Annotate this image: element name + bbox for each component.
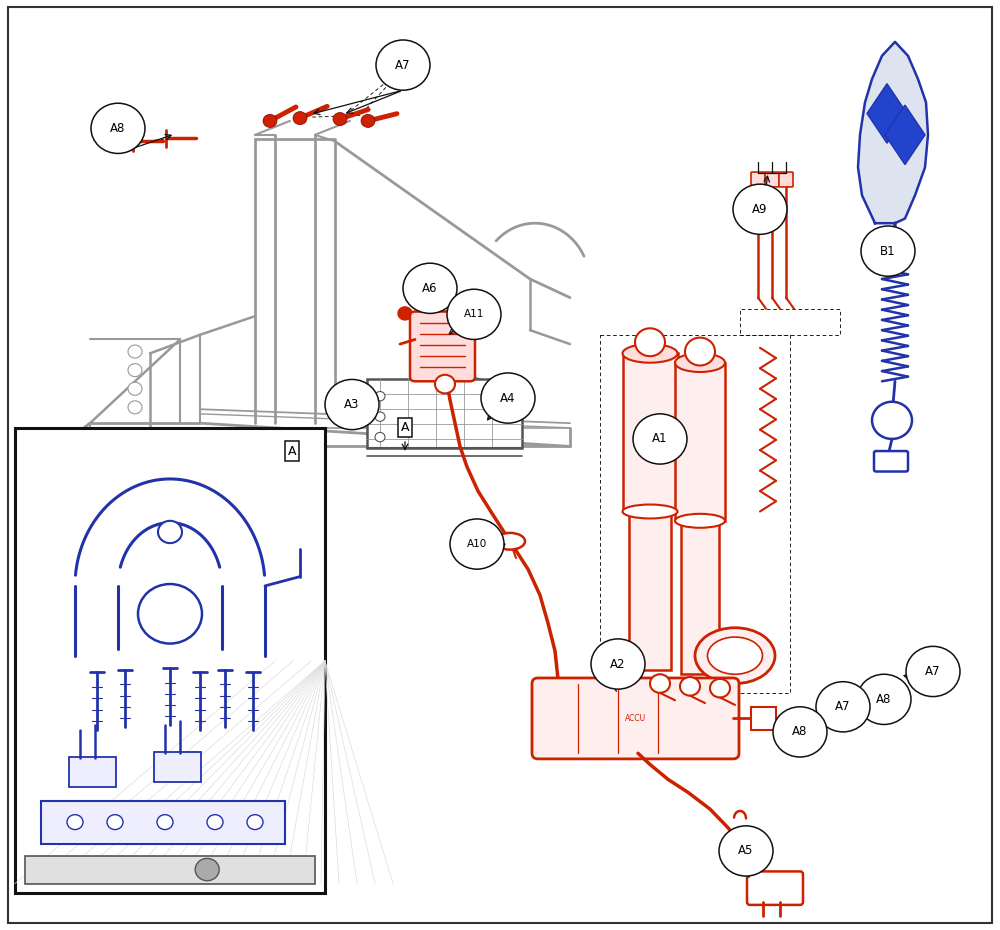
Circle shape xyxy=(710,679,730,698)
Circle shape xyxy=(906,646,960,697)
Circle shape xyxy=(128,364,142,377)
Circle shape xyxy=(247,815,263,830)
Text: A5: A5 xyxy=(738,844,754,857)
Circle shape xyxy=(591,639,645,689)
Circle shape xyxy=(680,677,700,696)
Ellipse shape xyxy=(495,533,525,550)
Polygon shape xyxy=(867,84,907,143)
FancyBboxPatch shape xyxy=(779,172,793,187)
Ellipse shape xyxy=(695,628,775,684)
Circle shape xyxy=(857,674,911,724)
Circle shape xyxy=(816,682,870,732)
FancyBboxPatch shape xyxy=(629,512,671,670)
FancyBboxPatch shape xyxy=(622,353,678,512)
FancyBboxPatch shape xyxy=(69,757,116,787)
Text: A: A xyxy=(288,445,296,458)
Circle shape xyxy=(685,338,715,365)
Circle shape xyxy=(375,432,385,442)
Circle shape xyxy=(325,379,379,430)
Circle shape xyxy=(633,414,687,464)
Circle shape xyxy=(158,521,182,543)
Text: A4: A4 xyxy=(500,392,516,405)
Circle shape xyxy=(481,373,535,423)
Circle shape xyxy=(635,328,665,356)
FancyBboxPatch shape xyxy=(15,428,325,893)
Circle shape xyxy=(263,114,277,127)
Circle shape xyxy=(91,103,145,153)
Circle shape xyxy=(138,584,202,644)
Circle shape xyxy=(376,40,430,90)
FancyBboxPatch shape xyxy=(367,379,522,448)
Polygon shape xyxy=(885,105,925,165)
Circle shape xyxy=(773,707,827,757)
Circle shape xyxy=(450,519,504,569)
FancyBboxPatch shape xyxy=(765,172,779,187)
Text: A7: A7 xyxy=(835,700,851,713)
Circle shape xyxy=(128,382,142,395)
Text: A9: A9 xyxy=(752,203,768,216)
FancyBboxPatch shape xyxy=(25,856,315,884)
Text: A1: A1 xyxy=(652,432,668,445)
Circle shape xyxy=(361,114,375,127)
Text: B1: B1 xyxy=(880,245,896,258)
Text: A6: A6 xyxy=(422,282,438,295)
FancyBboxPatch shape xyxy=(410,312,475,381)
Circle shape xyxy=(403,263,457,313)
Ellipse shape xyxy=(622,504,678,519)
Circle shape xyxy=(861,226,915,276)
Circle shape xyxy=(128,345,142,358)
Text: A11: A11 xyxy=(464,310,484,319)
Circle shape xyxy=(435,375,455,393)
Circle shape xyxy=(375,392,385,401)
Circle shape xyxy=(872,402,912,439)
Ellipse shape xyxy=(675,513,725,528)
Circle shape xyxy=(333,113,347,126)
Text: A8: A8 xyxy=(876,693,892,706)
Circle shape xyxy=(293,112,307,125)
Circle shape xyxy=(67,815,83,830)
Text: A3: A3 xyxy=(344,398,360,411)
FancyBboxPatch shape xyxy=(154,752,201,782)
Text: A7: A7 xyxy=(395,59,411,72)
Ellipse shape xyxy=(708,637,763,674)
Ellipse shape xyxy=(622,344,678,363)
FancyBboxPatch shape xyxy=(41,801,285,844)
Circle shape xyxy=(650,674,670,693)
Circle shape xyxy=(157,815,173,830)
FancyBboxPatch shape xyxy=(532,678,739,759)
FancyBboxPatch shape xyxy=(675,363,725,521)
Circle shape xyxy=(375,412,385,421)
Circle shape xyxy=(719,826,773,876)
Text: A8: A8 xyxy=(110,122,126,135)
FancyBboxPatch shape xyxy=(874,451,908,472)
Text: A10: A10 xyxy=(467,539,487,549)
FancyBboxPatch shape xyxy=(681,521,719,674)
Text: A7: A7 xyxy=(925,665,941,678)
Text: ACCU: ACCU xyxy=(625,714,646,723)
Circle shape xyxy=(447,289,501,339)
Circle shape xyxy=(195,858,219,881)
Text: A8: A8 xyxy=(792,725,808,738)
Circle shape xyxy=(107,815,123,830)
Ellipse shape xyxy=(675,353,725,372)
Text: A: A xyxy=(401,421,409,434)
Circle shape xyxy=(398,307,412,320)
Circle shape xyxy=(128,401,142,414)
FancyBboxPatch shape xyxy=(747,871,803,905)
FancyBboxPatch shape xyxy=(751,172,765,187)
FancyBboxPatch shape xyxy=(751,708,776,729)
Circle shape xyxy=(733,184,787,234)
Circle shape xyxy=(207,815,223,830)
Polygon shape xyxy=(858,42,928,223)
Text: A2: A2 xyxy=(610,658,626,671)
